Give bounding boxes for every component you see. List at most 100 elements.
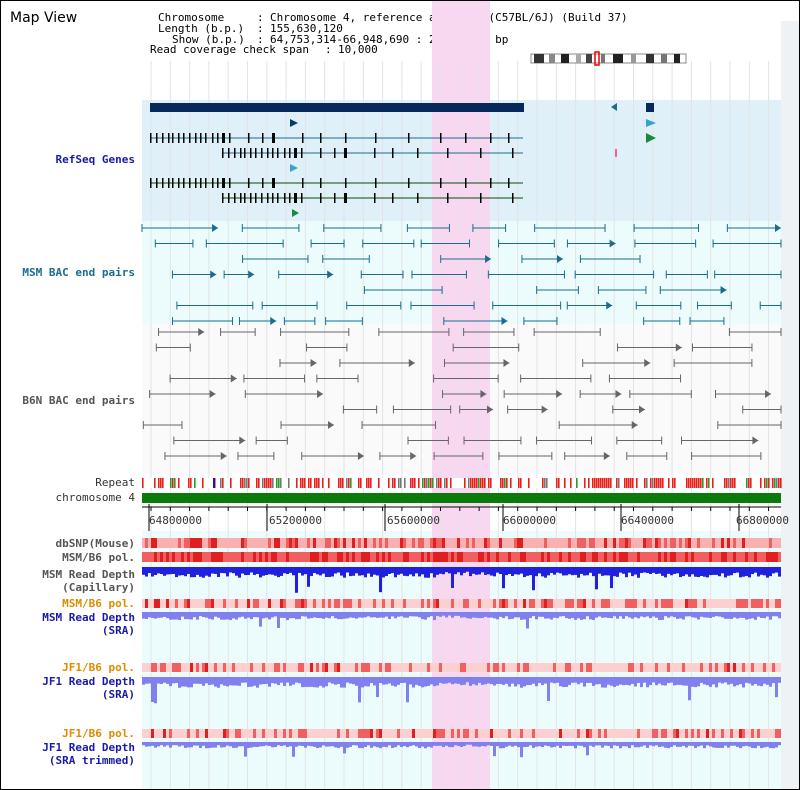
polymorphism-cell [703,538,706,548]
polymorphism-cell [748,538,751,548]
msm-read-depth-capillary-label[interactable]: MSM Read Depth [42,568,135,581]
depth-bar [592,612,595,621]
msm-bac-end-pairs-label[interactable]: MSM BAC end pairs [22,266,135,279]
polymorphism-cell [757,538,760,548]
polymorphism-cell [157,552,160,562]
depth-bar [256,567,259,575]
polymorphism-cell [184,663,187,672]
depth-bar [685,677,688,686]
polymorphism-cell [241,729,244,738]
depth-bar [484,567,487,575]
repeat-element [142,478,144,488]
chromosome-ideogram [530,51,687,66]
polymorphism-cell [376,599,379,608]
bac-arrow [270,317,277,325]
depth-bar [481,677,484,685]
depth-bar [715,612,718,617]
repeat-element [170,478,172,488]
msm-read-depth-sra-label[interactable]: MSM Read Depth [42,611,135,624]
polymorphism-cell [742,663,745,672]
exon [294,148,297,158]
polymorphism-cell [445,729,448,738]
dbsnp-label[interactable]: dbSNP(Mouse) [55,537,135,550]
polymorphism-cell [391,729,394,738]
polymorphism-cell [343,599,346,608]
polymorphism-cell [196,538,199,548]
polymorphism-cell [583,599,586,608]
polymorphism-cell [772,729,775,738]
polymorphism-cell [760,599,763,608]
polymorphism-cell [421,729,424,738]
depth-bar [547,567,550,576]
exon [234,148,236,158]
bac-arrow [209,390,216,398]
exon [222,178,225,188]
jf1-read-depth-trimmed-label[interactable]: JF1 Read Depth [42,741,135,754]
repeat-element [394,478,396,488]
msm-b6-pol-label[interactable]: MSM/B6 pol. [62,551,135,564]
polymorphism-cell [625,599,628,608]
polymorphism-cell [592,729,595,738]
depth-bar [280,612,283,618]
repeat-element [262,478,264,488]
depth-bar [205,612,208,618]
exon [490,178,492,188]
depth-bar [511,677,514,684]
polymorphism-cell [592,538,595,548]
polymorphism-cell [379,599,382,608]
polymorphism-cell [274,729,277,738]
jf1-b6-pol-label[interactable]: JF1/B6 pol. [62,661,135,674]
depth-bar [598,567,601,574]
jf1-read-depth-sra-label[interactable]: JF1 Read Depth [42,675,135,688]
depth-bar [427,612,430,618]
polymorphism-cell [184,729,187,738]
polymorphism-cell [532,552,535,562]
depth-bar [169,567,172,575]
polymorphism-cell [382,663,385,672]
depth-bar [268,567,271,575]
polymorphism-cell [145,599,148,608]
msm-b6-pol-sra-label[interactable]: MSM/B6 pol. [62,597,135,610]
depth-bar [682,612,685,620]
depth-bar [256,612,259,618]
refseq-genes-label[interactable]: RefSeq Genes [55,153,135,166]
polymorphism-cell [448,729,451,738]
depth-bar [589,677,592,683]
depth-bar [400,677,403,683]
jf1-b6-pol-2-label[interactable]: JF1/B6 pol. [62,727,135,740]
polymorphism-cell [679,538,682,548]
exon [345,178,347,188]
depth-bar [652,612,655,617]
depth-bar [223,567,226,574]
bac-arrow [644,359,651,367]
polymorphism-cell [493,729,496,738]
depth-bar [202,612,205,618]
polymorphism-cell [310,552,313,562]
depth-bar [355,742,358,746]
polymorphism-cell [283,538,286,548]
polymorphism-cell [625,729,628,738]
polymorphism-cell [673,663,676,672]
polymorphism-cell [373,552,376,562]
depth-bar [331,567,334,577]
polymorphism-cell [574,552,577,562]
repeat-element [272,478,274,488]
repeat-element [774,478,776,488]
polymorphism-cell [163,552,166,562]
polymorphism-cell [601,599,604,608]
polymorphism-cell [526,599,529,608]
polymorphism-cell [463,538,466,548]
polymorphism-cell [355,538,358,548]
polymorphism-cell [691,538,694,548]
polymorphism-cell [607,538,610,548]
polymorphism-cell [154,729,157,738]
polymorphism-cell [274,663,277,672]
b6n-bac-end-pairs-label[interactable]: B6N BAC end pairs [22,394,135,407]
polymorphism-cell [556,538,559,548]
polymorphism-cell [664,729,667,738]
depth-bar [418,742,421,749]
depth-bar [550,567,553,573]
depth-bar [424,612,427,620]
